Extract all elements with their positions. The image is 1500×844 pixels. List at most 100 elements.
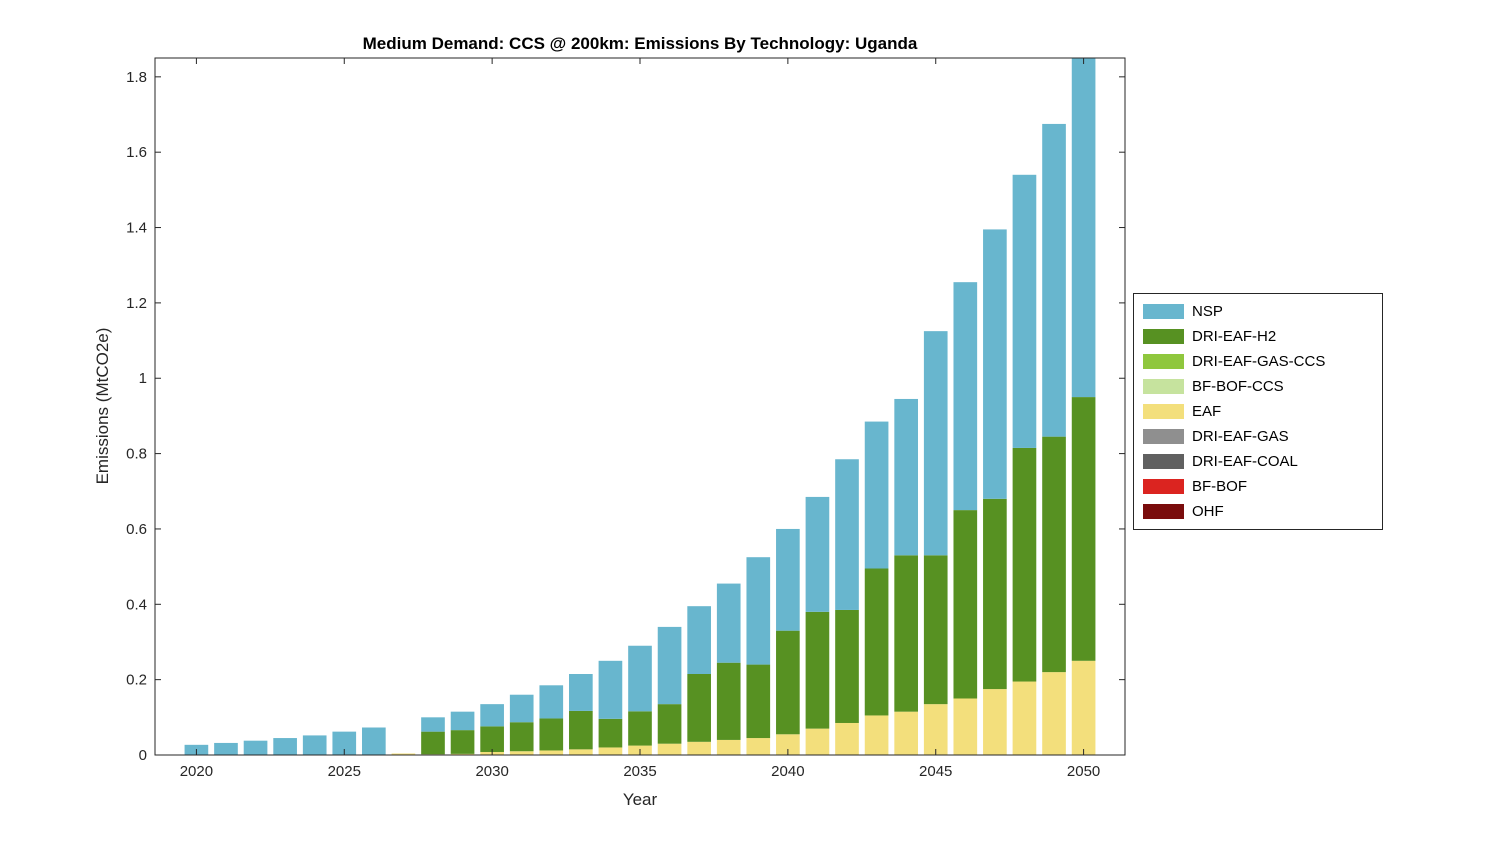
- legend-label: BF-BOF-CCS: [1192, 378, 1284, 395]
- bar-segment: [450, 711, 475, 731]
- legend-label: OHF: [1192, 503, 1224, 520]
- bar-segment: [332, 731, 357, 755]
- bar-segment: [776, 630, 800, 735]
- y-tick-label: 1.8: [126, 69, 147, 86]
- bar-segment: [805, 728, 830, 755]
- legend-item-bf-bof: BF-BOF: [1143, 474, 1382, 499]
- bar-segment: [214, 742, 238, 755]
- legend-swatch: [1143, 479, 1184, 494]
- bar-segment: [894, 398, 918, 556]
- bar-segment: [746, 557, 771, 665]
- bar-segment: [716, 662, 741, 740]
- bar-segment: [746, 664, 771, 739]
- legend-label: EAF: [1192, 403, 1222, 420]
- bar-segment: [746, 738, 771, 755]
- bar-segment: [569, 674, 593, 711]
- x-tick-label: 2050: [1067, 763, 1100, 780]
- bar-segment: [687, 674, 711, 742]
- bar-segment: [923, 331, 948, 556]
- legend-label: DRI-EAF-GAS-CCS: [1192, 353, 1326, 370]
- legend-swatch: [1143, 454, 1184, 469]
- bar-segment: [391, 753, 416, 755]
- legend-swatch: [1143, 504, 1184, 519]
- y-tick-label: 1.2: [126, 295, 147, 312]
- legend-swatch: [1143, 354, 1184, 369]
- x-tick-label: 2025: [328, 763, 361, 780]
- bar-segment: [657, 743, 682, 755]
- x-tick-label: 2030: [475, 763, 508, 780]
- bar-segment: [480, 726, 504, 752]
- bar-segment: [716, 739, 741, 755]
- legend-swatch: [1143, 429, 1184, 444]
- bar-segment: [509, 722, 534, 752]
- bar-segment: [894, 711, 918, 755]
- bar-segment: [273, 738, 297, 755]
- legend-label: DRI-EAF-COAL: [1192, 453, 1298, 470]
- legend: NSP DRI-EAF-H2 DRI-EAF-GAS-CCS BF-BOF-CCS EA…: [1133, 293, 1383, 530]
- legend-item-eaf: EAF: [1143, 399, 1382, 424]
- bar-segment: [687, 606, 711, 674]
- legend-label: BF-BOF: [1192, 478, 1247, 495]
- bar-segment: [1071, 397, 1096, 661]
- bar-segment: [983, 689, 1007, 755]
- bar-segment: [657, 626, 682, 705]
- bar-segment: [716, 583, 741, 663]
- bar-segment: [450, 730, 475, 754]
- legend-item-dri-eaf-gas-ccs: DRI-EAF-GAS-CCS: [1143, 349, 1382, 374]
- bar-segment: [302, 735, 327, 755]
- bar-segment: [864, 568, 889, 716]
- bar-segment: [864, 715, 889, 755]
- bar-segment: [569, 749, 593, 755]
- legend-item-dri-eaf-h2: DRI-EAF-H2: [1143, 324, 1382, 349]
- bar-segment: [923, 704, 948, 755]
- legend-item-ohf: OHF: [1143, 499, 1382, 524]
- bar-segment: [776, 734, 800, 755]
- legend-item-nsp: NSP: [1143, 299, 1382, 324]
- y-tick-label: 1.6: [126, 144, 147, 161]
- bar-segment: [805, 611, 830, 729]
- legend-swatch: [1143, 329, 1184, 344]
- bar-segment: [1071, 660, 1096, 755]
- bar-segment: [509, 751, 534, 755]
- bar-segment: [983, 229, 1007, 499]
- bar-segment: [539, 685, 564, 719]
- bar-segment: [1042, 123, 1066, 437]
- bar-segment: [1012, 447, 1037, 682]
- bar-segment: [864, 421, 889, 569]
- y-tick-label: 0.2: [126, 672, 147, 689]
- bar-segment: [953, 698, 978, 755]
- bar-segment: [1042, 436, 1066, 673]
- legend-swatch: [1143, 404, 1184, 419]
- bar-segment: [805, 496, 830, 612]
- bar-segment: [1012, 681, 1037, 755]
- chart-title: Medium Demand: CCS @ 200km: Emissions By…: [362, 34, 918, 53]
- bar-segment: [628, 711, 652, 746]
- legend-item-bf-bof-ccs: BF-BOF-CCS: [1143, 374, 1382, 399]
- legend-label: DRI-EAF-GAS: [1192, 428, 1289, 445]
- y-tick-label: 1: [139, 370, 147, 387]
- bar-segment: [450, 753, 475, 755]
- y-axis-label: Emissions (MtCO2e): [93, 327, 112, 485]
- legend-label: NSP: [1192, 303, 1223, 320]
- bar-segment: [539, 718, 564, 751]
- bar-segment: [835, 722, 859, 755]
- bar-segment: [598, 747, 623, 755]
- legend-item-dri-eaf-gas: DRI-EAF-GAS: [1143, 424, 1382, 449]
- bar-segment: [1071, 58, 1096, 398]
- bar-segment: [687, 741, 711, 755]
- bar-segment: [628, 645, 652, 712]
- bar-segment: [983, 498, 1007, 690]
- bar-segment: [923, 555, 948, 705]
- bar-segment: [539, 750, 564, 755]
- x-tick-label: 2045: [919, 763, 952, 780]
- y-tick-label: 0: [139, 747, 147, 764]
- legend-swatch: [1143, 304, 1184, 319]
- bar-segment: [480, 704, 504, 727]
- x-tick-label: 2040: [771, 763, 804, 780]
- x-tick-label: 2020: [180, 763, 213, 780]
- y-tick-label: 0.8: [126, 446, 147, 463]
- bar-segment: [421, 731, 445, 755]
- bar-segment: [835, 459, 859, 610]
